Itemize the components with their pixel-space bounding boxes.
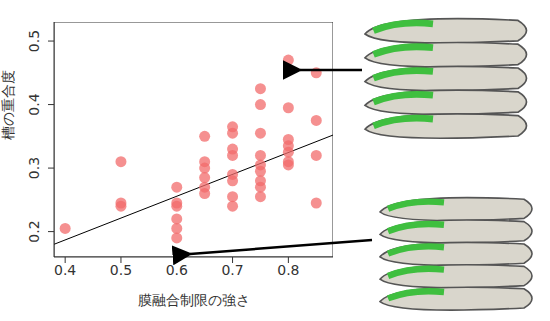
svg-text:0.2: 0.2 <box>26 220 42 242</box>
svg-text:0.4: 0.4 <box>26 93 42 115</box>
svg-text:0.8: 0.8 <box>277 262 299 278</box>
svg-text:0.7: 0.7 <box>221 262 243 278</box>
svg-text:槽の重合度: 槽の重合度 <box>8 70 16 140</box>
svg-text:0.3: 0.3 <box>26 157 42 179</box>
svg-text:0.6: 0.6 <box>166 262 188 278</box>
svg-text:0.5: 0.5 <box>110 262 132 278</box>
svg-text:0.5: 0.5 <box>26 30 42 52</box>
svg-text:膜融合制限の強さ: 膜融合制限の強さ <box>138 292 250 308</box>
svg-text:0.4: 0.4 <box>54 262 76 278</box>
